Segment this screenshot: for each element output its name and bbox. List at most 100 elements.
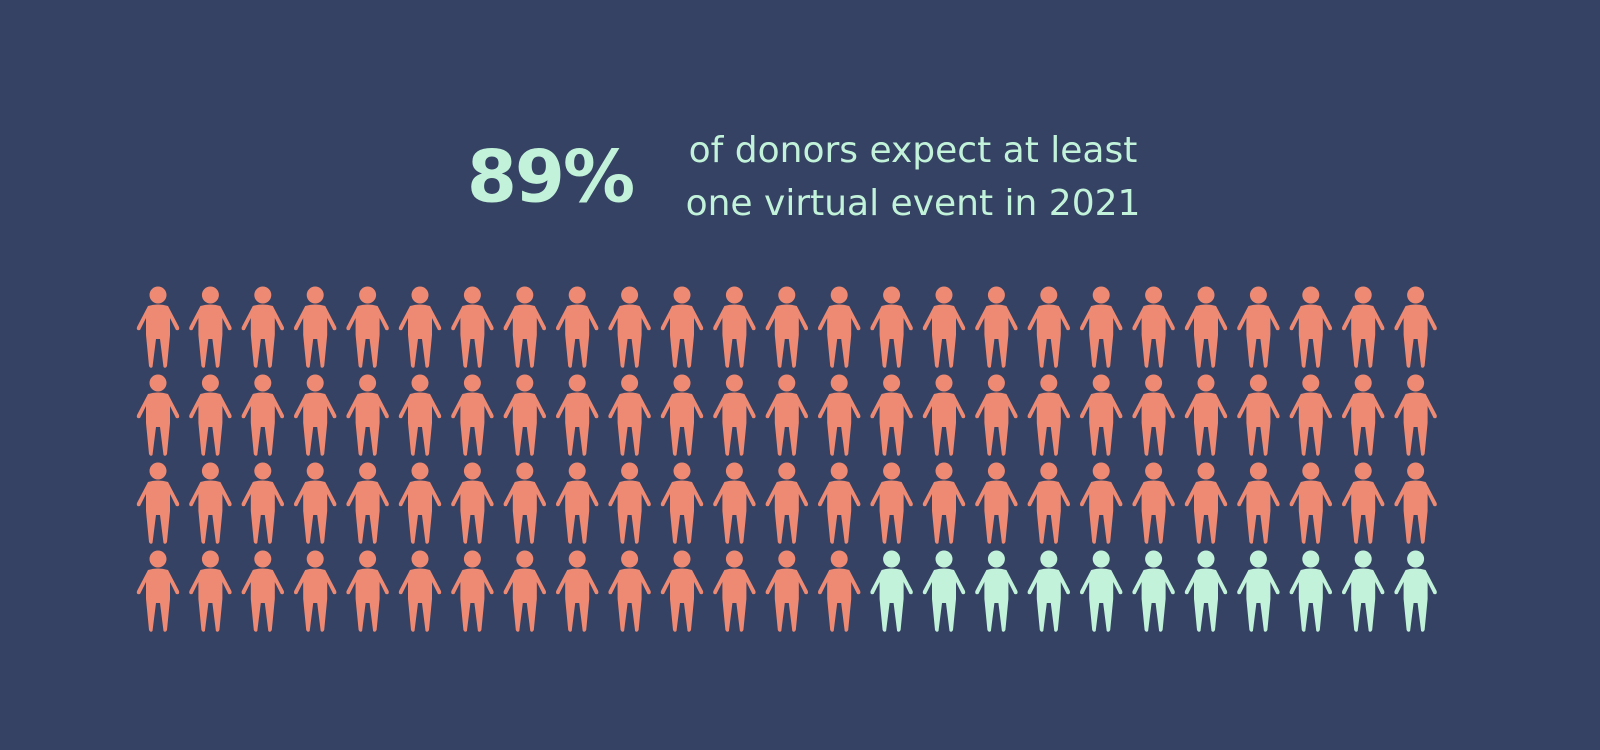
person-body xyxy=(1184,568,1228,632)
person-icon xyxy=(1289,374,1332,456)
person-head xyxy=(1407,550,1425,568)
person-body xyxy=(241,568,284,632)
person-icon xyxy=(1027,462,1070,544)
person-body xyxy=(241,304,284,368)
person-head xyxy=(1302,462,1320,480)
person-head xyxy=(1092,462,1110,480)
person-icon xyxy=(1394,286,1437,368)
person-icon xyxy=(818,374,861,456)
person-head xyxy=(516,374,534,392)
person-icon xyxy=(660,462,704,544)
person-icon xyxy=(136,462,180,544)
person-body xyxy=(975,304,1018,368)
person-body xyxy=(398,392,442,456)
person-head xyxy=(1145,462,1163,480)
person-body xyxy=(1080,392,1123,456)
person-body xyxy=(1394,480,1437,544)
person-icon xyxy=(660,286,704,368)
headline-value: 89% xyxy=(467,135,633,219)
person-icon xyxy=(136,550,180,632)
person-head xyxy=(1354,462,1372,480)
person-head xyxy=(254,374,272,392)
person-head xyxy=(935,374,953,392)
person-icon xyxy=(451,286,494,368)
person-head xyxy=(830,462,848,480)
person-icon xyxy=(1394,462,1437,544)
person-body xyxy=(608,392,651,456)
person-head xyxy=(516,462,534,480)
person-head xyxy=(621,550,639,568)
person-icon xyxy=(294,374,337,456)
person-body xyxy=(608,568,651,632)
person-head xyxy=(149,462,167,480)
person-head xyxy=(778,550,796,568)
person-icon xyxy=(503,286,546,368)
person-icon xyxy=(1132,550,1175,632)
person-head xyxy=(1040,286,1058,304)
person-head xyxy=(830,550,848,568)
person-body xyxy=(556,392,599,456)
person-head xyxy=(1407,462,1425,480)
person-body xyxy=(1027,392,1070,456)
person-body xyxy=(1289,304,1332,368)
person-icon xyxy=(556,286,599,368)
person-body xyxy=(765,304,808,368)
person-body xyxy=(451,304,494,368)
subtitle-line: of donors expect at least xyxy=(689,130,1138,171)
person-icon xyxy=(975,286,1018,368)
person-body xyxy=(765,480,808,544)
person-body xyxy=(1237,568,1280,632)
person-body xyxy=(346,568,389,632)
person-head xyxy=(1249,374,1267,392)
person-icon xyxy=(660,550,704,632)
person-body xyxy=(189,392,232,456)
person-body xyxy=(294,568,337,632)
person-icon xyxy=(189,286,232,368)
person-head xyxy=(1145,550,1163,568)
person-head xyxy=(568,462,586,480)
person-head xyxy=(201,550,219,568)
person-head xyxy=(201,462,219,480)
person-body xyxy=(136,568,180,632)
person-head xyxy=(673,462,691,480)
person-body xyxy=(765,392,808,456)
person-body xyxy=(1132,568,1175,632)
person-body xyxy=(660,392,704,456)
person-icon xyxy=(1237,374,1280,456)
person-icon xyxy=(189,374,232,456)
person-icon xyxy=(765,462,808,544)
person-body xyxy=(870,392,913,456)
person-icon xyxy=(1289,286,1332,368)
person-head xyxy=(306,286,324,304)
person-body xyxy=(451,392,494,456)
person-body xyxy=(713,392,756,456)
person-icon xyxy=(241,374,284,456)
person-icon xyxy=(922,374,966,456)
person-body xyxy=(975,568,1018,632)
person-body xyxy=(556,480,599,544)
person-icon xyxy=(818,550,861,632)
person-icon xyxy=(1184,462,1228,544)
person-head xyxy=(463,374,481,392)
person-icon xyxy=(136,286,180,368)
person-body xyxy=(660,568,704,632)
person-body xyxy=(818,392,861,456)
person-icon xyxy=(1184,550,1228,632)
person-icon xyxy=(870,374,913,456)
person-body xyxy=(294,304,337,368)
person-icon xyxy=(241,286,284,368)
person-icon xyxy=(346,286,389,368)
person-icon xyxy=(346,374,389,456)
person-head xyxy=(1302,286,1320,304)
person-body xyxy=(975,392,1018,456)
person-icon xyxy=(608,286,651,368)
person-body xyxy=(660,480,704,544)
person-icon xyxy=(294,550,337,632)
person-icon xyxy=(922,550,966,632)
person-body xyxy=(713,304,756,368)
person-head xyxy=(1145,374,1163,392)
person-head xyxy=(778,462,796,480)
person-head xyxy=(1092,286,1110,304)
person-icon xyxy=(1080,286,1123,368)
person-icon xyxy=(189,550,232,632)
